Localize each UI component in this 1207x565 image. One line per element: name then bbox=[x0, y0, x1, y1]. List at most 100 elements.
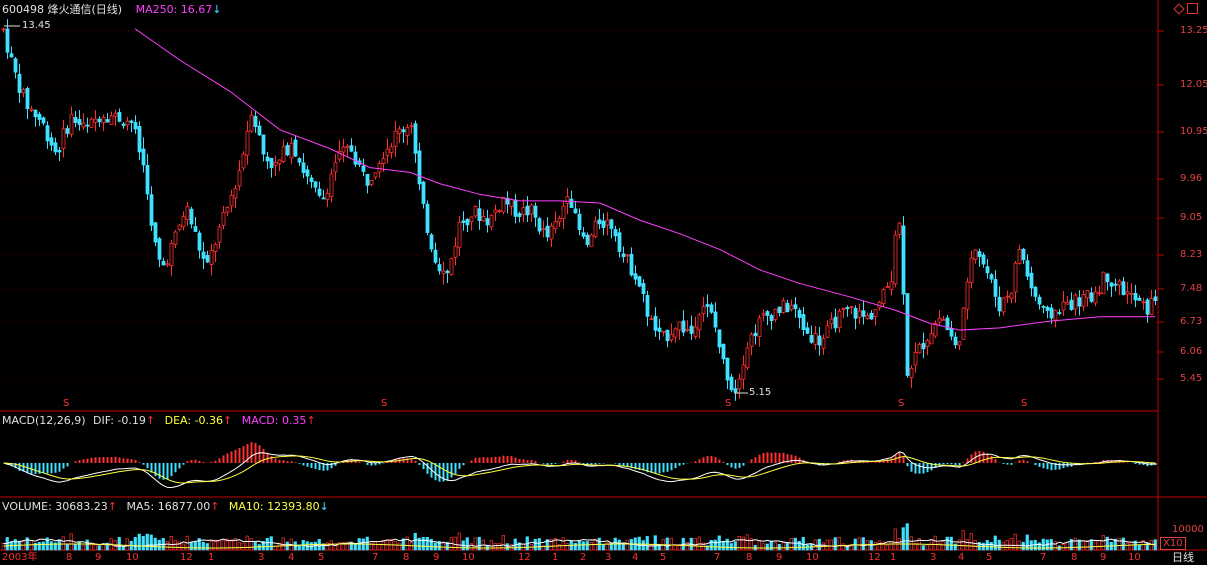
volume-bar bbox=[665, 537, 669, 551]
volume-bar bbox=[197, 538, 201, 551]
volume-bar bbox=[77, 541, 81, 551]
volume-bar bbox=[1021, 541, 1025, 551]
candle-body bbox=[173, 231, 178, 245]
candle-body bbox=[941, 318, 946, 321]
time-tick: 8 bbox=[746, 552, 753, 563]
candle-body bbox=[325, 192, 330, 200]
volume-bar bbox=[961, 530, 965, 551]
time-tick: 10 bbox=[462, 552, 475, 563]
candle-body bbox=[985, 266, 990, 274]
candle-body bbox=[437, 264, 442, 272]
candle-body bbox=[1125, 291, 1130, 295]
volume-bar bbox=[789, 538, 793, 551]
volume-bar bbox=[817, 538, 821, 551]
volume-bar bbox=[401, 538, 405, 551]
candle-body bbox=[185, 206, 190, 220]
volume-bar bbox=[97, 545, 101, 551]
volume-bar bbox=[505, 543, 509, 551]
volume-bar bbox=[421, 537, 425, 551]
candle-body bbox=[597, 219, 602, 225]
candle-body bbox=[1141, 301, 1146, 304]
candle-body bbox=[1133, 292, 1138, 301]
time-tick: 5 bbox=[660, 552, 667, 563]
volume-bar bbox=[121, 546, 125, 551]
volume-bar bbox=[1049, 539, 1053, 551]
volume-bar bbox=[549, 538, 553, 551]
volume-bar bbox=[893, 528, 897, 551]
volume-bar bbox=[117, 537, 121, 551]
volume-bar bbox=[1149, 539, 1153, 551]
volume-bar bbox=[801, 536, 805, 551]
candle-body bbox=[1049, 307, 1054, 319]
candle-body bbox=[225, 207, 230, 213]
volume-bar bbox=[405, 536, 409, 551]
volume-bar bbox=[177, 541, 181, 551]
volume-bar bbox=[941, 541, 945, 551]
candle-body bbox=[289, 142, 294, 159]
ma250-line bbox=[134, 28, 1155, 331]
volume-bar bbox=[149, 534, 153, 551]
volume-bar bbox=[1089, 539, 1093, 551]
volume-bar bbox=[1025, 534, 1029, 551]
candle-body bbox=[565, 196, 570, 204]
candle-body bbox=[1029, 272, 1034, 289]
price-tick: 10.95 bbox=[1180, 126, 1207, 137]
candle-body bbox=[1137, 297, 1142, 301]
volume-bar bbox=[885, 544, 889, 551]
candle-body bbox=[297, 158, 302, 163]
time-tick: 5 bbox=[318, 552, 325, 563]
candle-body bbox=[381, 158, 386, 164]
volume-bar bbox=[133, 537, 137, 551]
time-tick: 12 bbox=[180, 552, 193, 563]
split-marker[interactable]: S bbox=[898, 398, 905, 409]
macd-title: MACD(12,26,9) bbox=[2, 414, 86, 427]
volume-bar bbox=[409, 542, 413, 551]
low-price-label: 5.15 bbox=[749, 387, 772, 398]
volume-bar bbox=[69, 533, 73, 551]
candle-body bbox=[1, 28, 6, 31]
candle-body bbox=[341, 146, 346, 153]
candle-body bbox=[689, 325, 694, 334]
split-marker[interactable]: S bbox=[381, 398, 388, 409]
candle-body bbox=[205, 254, 210, 263]
candle-body bbox=[25, 88, 30, 110]
candle-body bbox=[837, 310, 842, 329]
volume-bar bbox=[173, 540, 177, 551]
ma250-arrow-icon: ↓ bbox=[212, 3, 222, 16]
volume-bar bbox=[37, 541, 41, 551]
maximize-icon[interactable] bbox=[1187, 3, 1198, 14]
candle-body bbox=[581, 232, 586, 237]
candle-body bbox=[605, 219, 610, 226]
volume-bar bbox=[1133, 540, 1137, 551]
candle-body bbox=[73, 117, 78, 123]
candle-body bbox=[417, 150, 422, 185]
volume-header: VOLUME: 30683.23↑ MA5: 16877.00↑ MA10: 1… bbox=[2, 500, 329, 514]
split-marker[interactable]: S bbox=[1021, 398, 1028, 409]
candle-body bbox=[405, 127, 410, 136]
time-tick: 8 bbox=[66, 552, 73, 563]
split-marker[interactable]: S bbox=[63, 398, 70, 409]
candle-body bbox=[213, 243, 218, 252]
candle-body bbox=[585, 234, 590, 245]
candle-body bbox=[969, 257, 974, 283]
candle-body bbox=[89, 118, 94, 128]
volume-bar bbox=[137, 533, 141, 551]
candle-body bbox=[493, 209, 498, 214]
volume-bar bbox=[921, 545, 925, 551]
volume-bar bbox=[601, 544, 605, 551]
volume-bar bbox=[909, 536, 913, 551]
candle-body bbox=[513, 199, 518, 217]
volume-bar bbox=[873, 542, 877, 551]
volume-bar bbox=[325, 542, 329, 551]
period-label[interactable]: 日线 bbox=[1172, 551, 1194, 564]
volume-bar bbox=[157, 539, 161, 551]
candle-body bbox=[529, 204, 534, 215]
candle-body bbox=[5, 28, 10, 53]
candle-body bbox=[737, 378, 742, 390]
volume-bar bbox=[605, 542, 609, 551]
candle-body bbox=[345, 145, 350, 149]
split-marker[interactable]: S bbox=[725, 398, 732, 409]
candle-body bbox=[525, 205, 530, 216]
volume-bar bbox=[833, 537, 837, 551]
volume-bar bbox=[1085, 540, 1089, 551]
